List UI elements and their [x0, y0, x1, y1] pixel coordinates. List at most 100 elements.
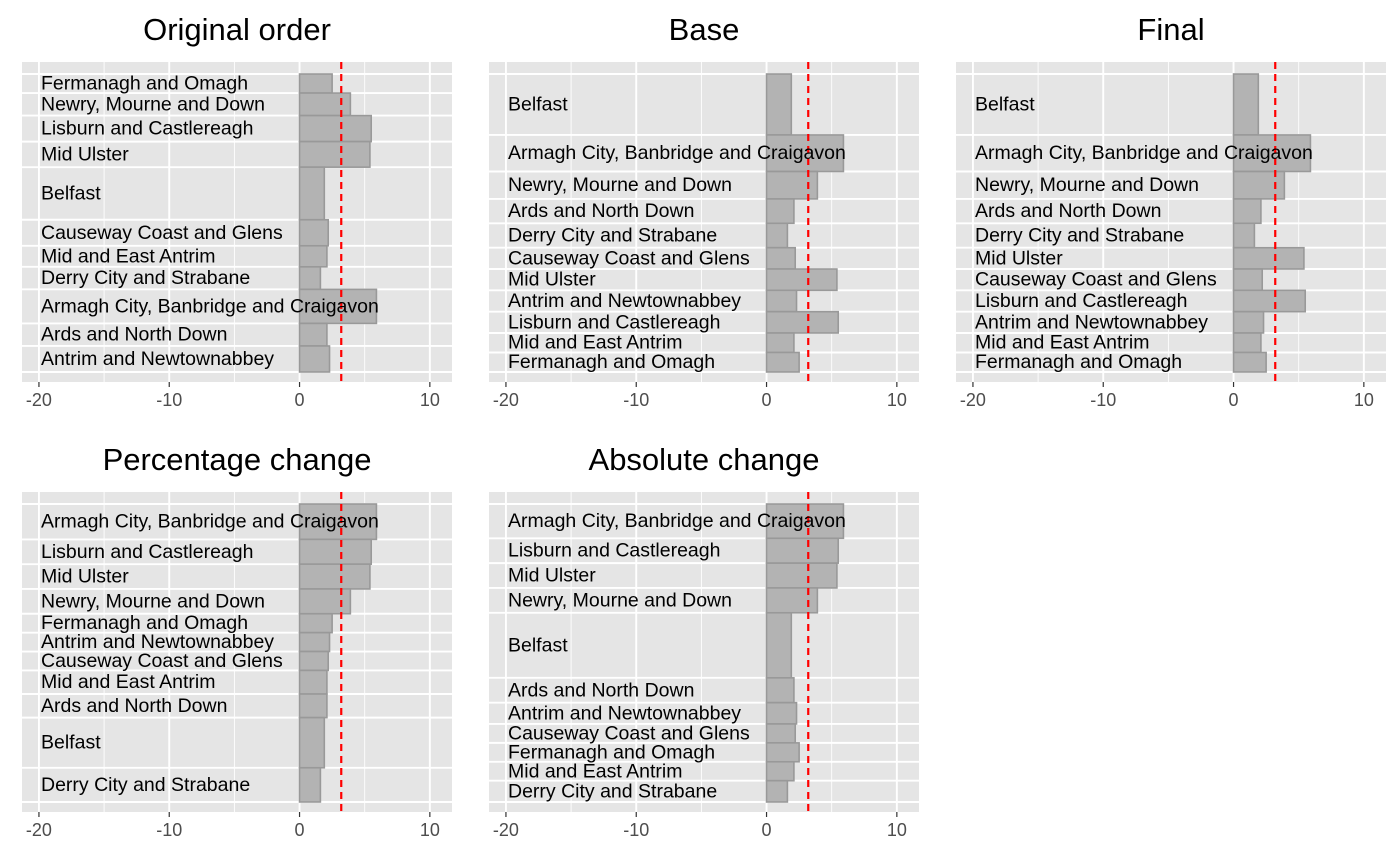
category-label: Mid Ulster [508, 269, 596, 291]
category-label: Ards and North Down [975, 200, 1161, 222]
category-label: Lisburn and Castlereagh [508, 311, 720, 333]
bar-0 [1232, 73, 1260, 136]
x-tick-label: -10 [156, 390, 182, 410]
x-tick-label: -10 [623, 820, 649, 840]
category-label: Fermanagh and Omagh [508, 351, 715, 373]
bar-2 [1232, 170, 1286, 200]
bar-4 [298, 612, 333, 634]
category-label: Mid Ulster [41, 143, 129, 165]
bar-3 [765, 587, 819, 614]
category-label: Causeway Coast and Glens [41, 650, 283, 672]
bar-2 [298, 114, 373, 143]
bar-1 [298, 538, 373, 565]
category-label: Derry City and Strabane [41, 774, 250, 796]
x-tick-label: 10 [420, 820, 440, 840]
panel-4: Armagh City, Banbridge and Craigavon Lisb… [489, 442, 919, 840]
category-label: Fermanagh and Omagh [975, 351, 1182, 373]
bar-7 [298, 669, 328, 695]
category-label: Newry, Mourne and Down [508, 174, 732, 196]
x-tick-label: -20 [960, 390, 986, 410]
panel-title: Absolute change [589, 442, 820, 477]
bar-5 [765, 246, 797, 270]
panel-2: Belfast Armagh City, Banbridge and Craiga… [956, 12, 1386, 410]
bar-6 [298, 650, 330, 672]
category-label: Antrim and Newtownabbey [508, 702, 741, 724]
x-tick-label: 0 [1229, 390, 1239, 410]
panel-3: Armagh City, Banbridge and Craigavon Lisb… [22, 442, 452, 840]
bar-9 [765, 332, 795, 354]
x-tick-label: -10 [1090, 390, 1116, 410]
bar-7 [1232, 289, 1307, 313]
category-label: Fermanagh and Omagh [41, 73, 248, 95]
bar-4 [298, 166, 326, 221]
bar-5 [765, 677, 795, 704]
category-label: Lisburn and Castlereagh [975, 290, 1187, 312]
category-label: Ards and North Down [41, 324, 227, 346]
x-tick-label: 0 [295, 820, 305, 840]
category-label: Derry City and Strabane [975, 224, 1184, 246]
bar-2 [765, 562, 838, 589]
bar-2 [765, 170, 819, 200]
category-label: Mid and East Antrim [975, 332, 1150, 354]
bar-10 [1232, 351, 1267, 373]
bar-0 [765, 73, 793, 136]
bar-6 [765, 701, 798, 725]
bar-3 [1232, 198, 1262, 225]
category-label: Antrim and Newtownabbey [508, 290, 741, 312]
category-label: Derry City and Strabane [508, 224, 717, 246]
panel-title: Base [669, 12, 740, 47]
bar-8 [298, 693, 328, 719]
x-tick-label: -20 [26, 820, 52, 840]
panel-background [956, 62, 1386, 382]
category-label: Lisburn and Castlereagh [508, 540, 720, 562]
x-tick-label: 10 [887, 820, 907, 840]
bar-4 [765, 222, 789, 249]
bar-7 [298, 266, 322, 291]
bar-9 [765, 760, 795, 782]
category-label: Mid and East Antrim [41, 245, 216, 267]
bar-8 [765, 310, 840, 334]
bar-5 [298, 218, 330, 247]
category-label: Mid Ulster [508, 565, 596, 587]
bar-5 [1232, 246, 1305, 270]
x-tick-label: 10 [420, 390, 440, 410]
category-label: Mid and East Antrim [508, 760, 683, 782]
category-label: Newry, Mourne and Down [41, 590, 265, 612]
bar-4 [765, 611, 793, 679]
x-tick-label: -20 [493, 820, 519, 840]
x-tick-label: 0 [762, 390, 772, 410]
bar-10 [298, 766, 322, 803]
bar-9 [1232, 332, 1262, 354]
category-label: Belfast [41, 732, 101, 754]
x-tick-label: 10 [1354, 390, 1374, 410]
bar-3 [298, 140, 371, 168]
x-tick-label: -10 [156, 820, 182, 840]
category-label: Newry, Mourne and Down [508, 589, 732, 611]
category-label: Causeway Coast and Glens [508, 247, 750, 269]
category-label: Ards and North Down [508, 200, 694, 222]
category-label: Causeway Coast and Glens [41, 222, 283, 244]
category-label: Armagh City, Banbridge and Craigavon [508, 142, 846, 164]
bar-4 [1232, 222, 1256, 249]
category-label: Belfast [975, 93, 1035, 115]
category-label: Lisburn and Castlereagh [41, 541, 253, 563]
bar-2 [298, 563, 371, 590]
category-label: Ards and North Down [508, 679, 694, 701]
category-label: Belfast [508, 634, 568, 656]
bar-1 [765, 537, 840, 564]
bar-10 [765, 779, 789, 803]
bar-8 [1232, 310, 1265, 334]
category-label: Lisburn and Castlereagh [41, 118, 253, 140]
panel-title: Percentage change [103, 442, 372, 477]
category-label: Causeway Coast and Glens [975, 269, 1217, 291]
panel-background [489, 492, 919, 812]
category-label: Mid and East Antrim [508, 332, 683, 354]
bar-3 [765, 198, 795, 225]
bar-9 [298, 716, 326, 769]
category-label: Causeway Coast and Glens [508, 722, 750, 744]
category-label: Mid Ulster [975, 247, 1063, 269]
category-label: Newry, Mourne and Down [41, 93, 265, 115]
category-label: Armagh City, Banbridge and Craigavon [975, 142, 1313, 164]
category-label: Antrim and Newtownabbey [41, 348, 274, 370]
